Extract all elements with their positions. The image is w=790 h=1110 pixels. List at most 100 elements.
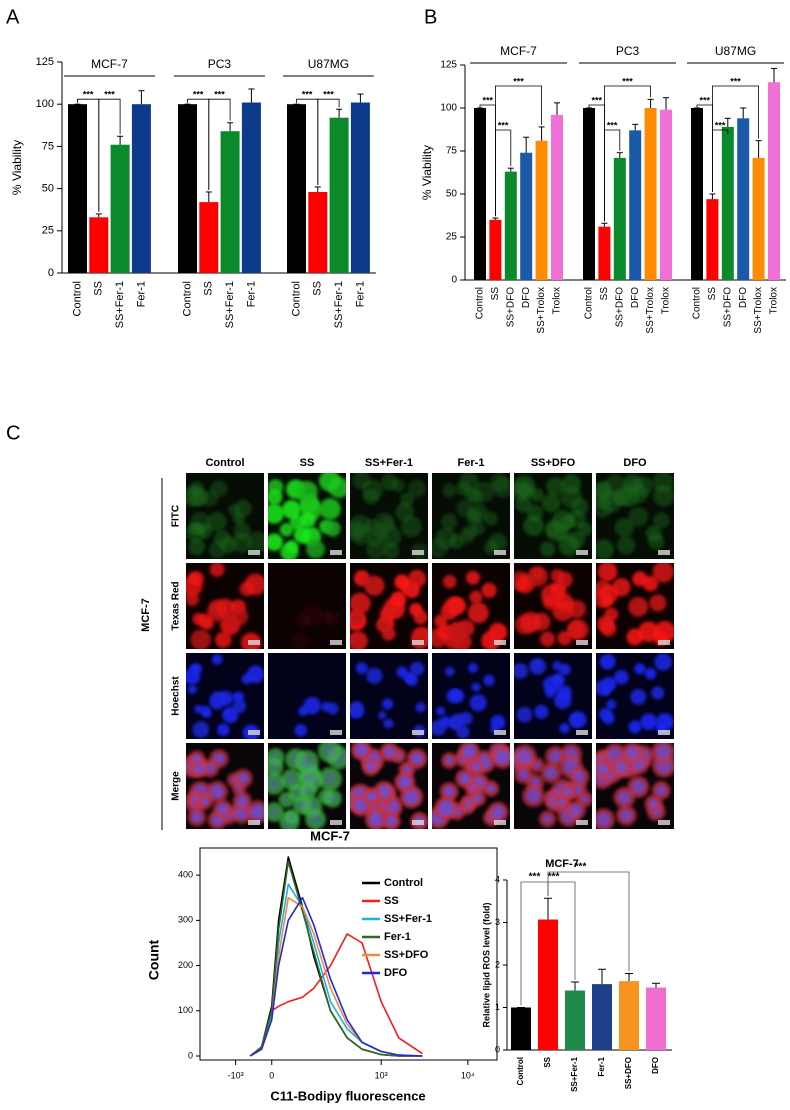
group-label: PC3 (616, 44, 640, 58)
nucleus (237, 772, 249, 785)
cell (459, 473, 480, 492)
cell (296, 480, 318, 503)
nucleus (288, 813, 296, 821)
column-header: SS+DFO (531, 457, 576, 469)
micrograph (186, 653, 264, 739)
cell (319, 498, 341, 520)
group-label: U87MG (715, 44, 756, 58)
cell (409, 602, 423, 617)
significance-label: *** (699, 95, 710, 105)
nucleus (321, 743, 338, 759)
legend-label: SS (384, 895, 399, 907)
cell (350, 592, 371, 614)
scale-bar (248, 820, 260, 825)
scale-bar (330, 730, 342, 735)
micrograph (514, 653, 592, 739)
cell (653, 620, 674, 643)
micrograph (350, 473, 428, 559)
nucleus (617, 790, 632, 805)
significance-label: *** (575, 862, 587, 873)
y-tick-label: 100 (178, 1005, 193, 1015)
micrograph-background (268, 653, 346, 739)
scale-bar (412, 820, 424, 825)
cell (435, 527, 457, 550)
nucleus (298, 706, 309, 717)
x-tick-label: DFO (630, 287, 641, 308)
cell (201, 617, 214, 630)
cell (539, 631, 556, 647)
cell (380, 473, 398, 491)
panel-label: C (6, 422, 20, 444)
nucleus (303, 785, 313, 795)
nucleus (326, 702, 339, 715)
significance-bracket (98, 98, 121, 212)
nucleus (191, 663, 203, 675)
scale-bar (412, 640, 424, 645)
nucleus (630, 688, 647, 705)
cell (622, 473, 643, 493)
cell (614, 517, 635, 538)
micrograph (186, 743, 264, 829)
nucleus (200, 796, 210, 806)
cell (350, 630, 368, 649)
y-axis-label: Count (146, 939, 162, 980)
cell (466, 570, 481, 585)
nucleus (557, 685, 572, 700)
nucleus (355, 662, 368, 675)
cell (395, 502, 415, 522)
y-tick-label: 100 (36, 98, 54, 110)
nucleus (570, 803, 582, 816)
cell (366, 539, 387, 559)
x-tick-label: SS (93, 281, 105, 296)
cell (649, 594, 667, 612)
column-header: Fer-1 (458, 457, 485, 469)
x-tick-label: DFO (738, 287, 749, 308)
nucleus (651, 686, 665, 700)
nucleus (486, 784, 496, 793)
bar (535, 140, 548, 280)
scale-bar (576, 640, 588, 645)
nucleus (403, 789, 419, 805)
cell (407, 479, 427, 498)
nucleus (191, 811, 203, 823)
significance-label: *** (622, 76, 633, 86)
nucleus (534, 704, 549, 719)
nucleus (217, 723, 230, 737)
nucleus (235, 785, 242, 792)
nucleus (383, 718, 394, 729)
significance-bracket (495, 85, 542, 217)
cell (190, 629, 212, 649)
nucleus (640, 713, 658, 731)
nucleus (236, 795, 248, 807)
x-tick-label: SS (543, 1056, 552, 1067)
cell (448, 596, 467, 615)
legend-label: Fer-1 (384, 931, 411, 943)
micrograph (596, 473, 674, 559)
nucleus (409, 661, 425, 676)
cell (652, 473, 674, 493)
x-tick-label: SS+Fer-1 (224, 281, 236, 328)
nucleus (192, 754, 202, 764)
cell (597, 615, 614, 633)
cell (186, 592, 199, 606)
cell (514, 475, 536, 497)
bar (241, 102, 261, 274)
nucleus (246, 665, 264, 684)
nucleus (450, 688, 465, 703)
scale-bar (576, 820, 588, 825)
nucleus (529, 658, 546, 675)
cell (523, 515, 544, 537)
nucleus (581, 795, 590, 804)
nucleus (296, 799, 308, 811)
nucleus (601, 676, 617, 692)
cell (352, 473, 371, 490)
y-tick-label: 2 (495, 959, 500, 969)
column-header: DFO (623, 457, 647, 469)
nucleus (625, 746, 640, 760)
scale-bar (658, 820, 670, 825)
nucleus (456, 725, 470, 739)
bar (68, 104, 87, 273)
y-tick-label: 0 (495, 1044, 500, 1054)
row-label: Hoechst (171, 676, 182, 716)
cell (652, 563, 674, 583)
